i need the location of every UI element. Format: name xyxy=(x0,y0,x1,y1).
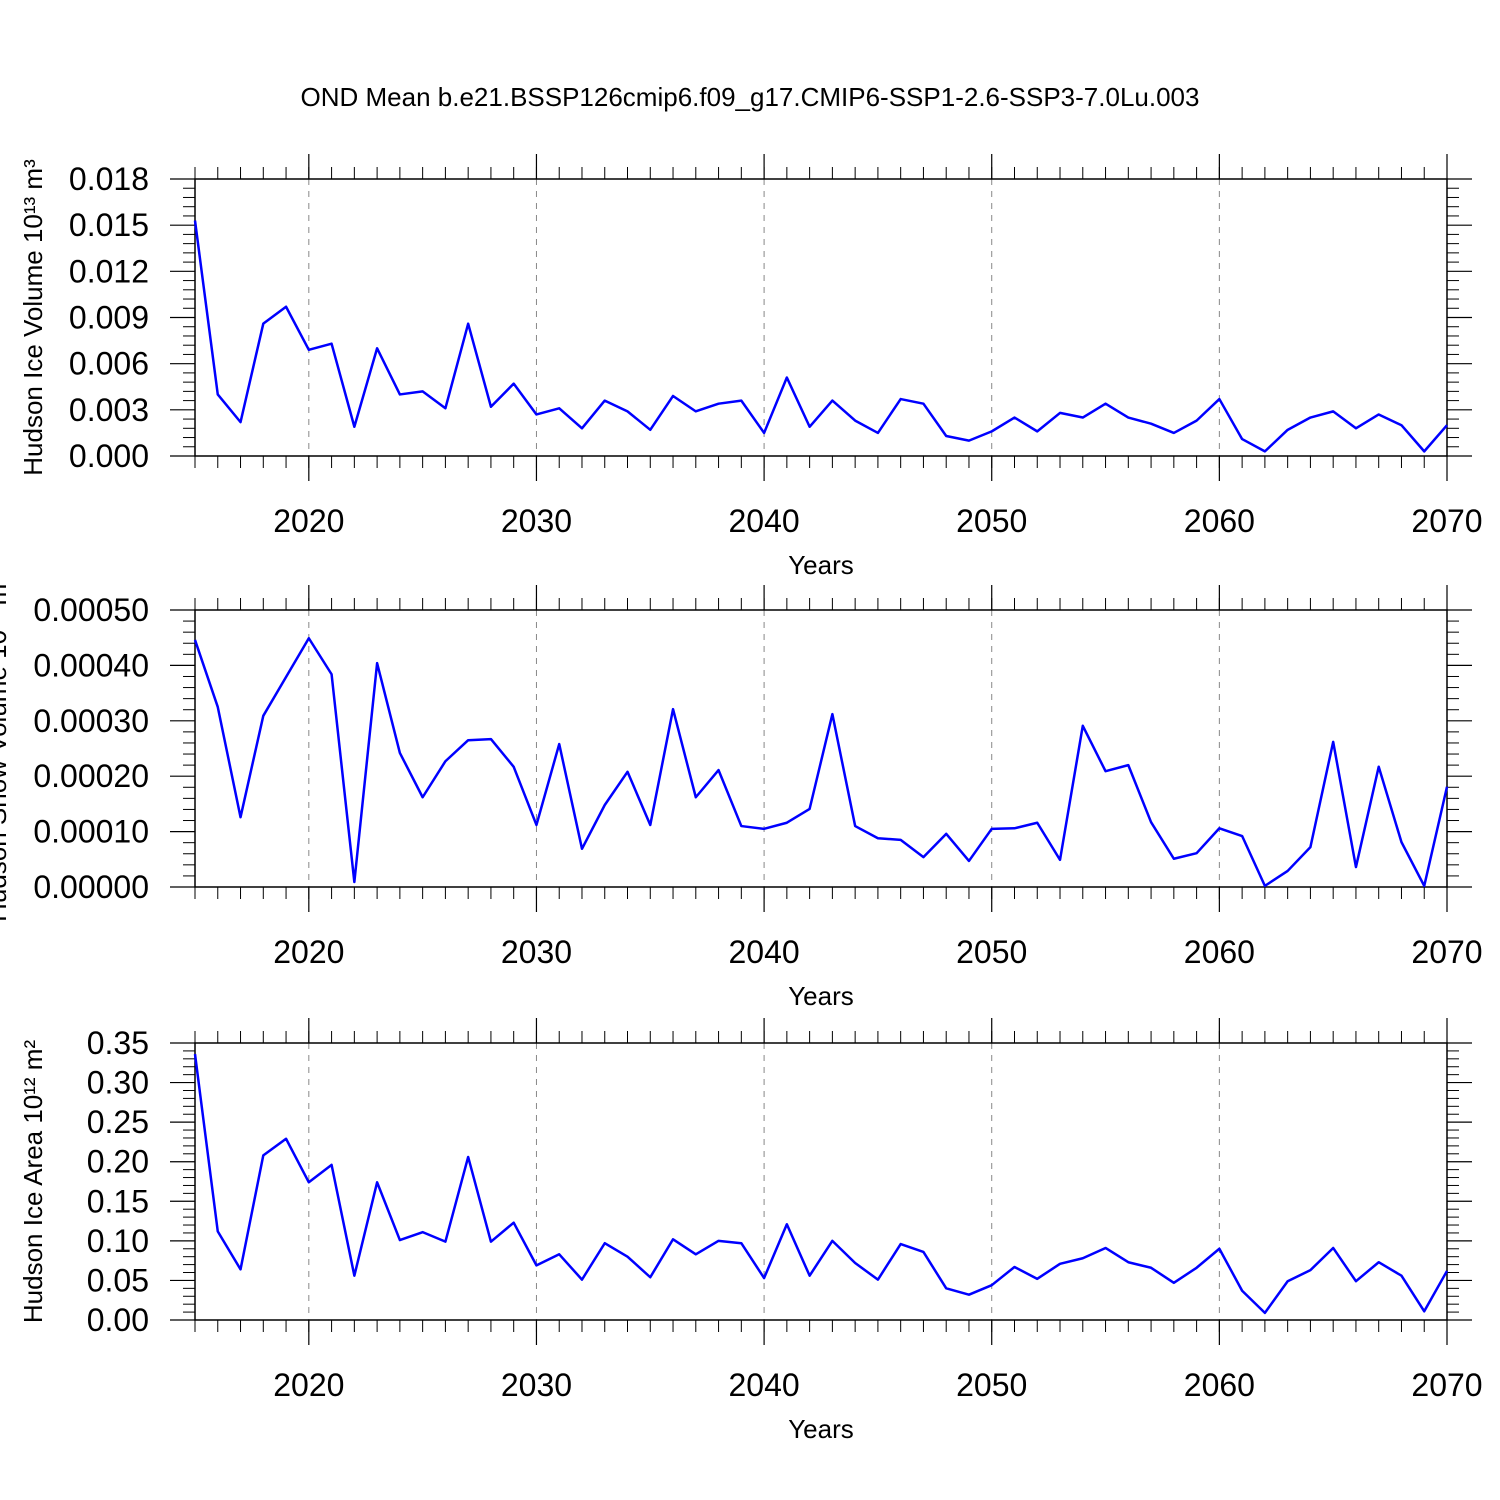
x-tick-label: 2050 xyxy=(956,503,1027,539)
x-tick-label: 2040 xyxy=(728,934,799,970)
x-tick-label: 2070 xyxy=(1411,1367,1482,1403)
y-tick-label: 0.05 xyxy=(87,1262,149,1298)
y-tick-label: 0.012 xyxy=(69,253,149,289)
y-tick-label: 0.00000 xyxy=(33,869,149,905)
x-tick-label: 2030 xyxy=(501,503,572,539)
y-tick-label: 0.00040 xyxy=(33,647,149,683)
x-tick-label: 2020 xyxy=(273,934,344,970)
x-tick-label: 2070 xyxy=(1411,503,1482,539)
x-tick-label: 2070 xyxy=(1411,934,1482,970)
y-tick-label: 0.000 xyxy=(69,438,149,474)
y-tick-label: 0.00020 xyxy=(33,758,149,794)
y-tick-label: 0.018 xyxy=(69,161,149,197)
plot-frame xyxy=(194,178,1448,457)
data-line xyxy=(193,637,1449,888)
y-tick-label: 0.25 xyxy=(87,1104,149,1140)
y-tick-label: 0.009 xyxy=(69,300,149,336)
y-tick-label: 0.10 xyxy=(87,1223,149,1259)
y-tick-label: 0.015 xyxy=(69,207,149,243)
x-tick-label: 2060 xyxy=(1184,1367,1255,1403)
plot-frame xyxy=(194,609,1448,888)
y-tick-label: 0.00050 xyxy=(33,592,149,628)
x-tick-label: 2040 xyxy=(728,503,799,539)
x-axis-label: Years xyxy=(788,981,854,1011)
y-tick-label: 0.35 xyxy=(87,1025,149,1061)
plot-frame xyxy=(194,1042,1448,1321)
chart-title: OND Mean b.e21.BSSP126cmip6.f09_g17.CMIP… xyxy=(301,82,1200,112)
y-axis-label: Hudson Ice Volume 10¹³ m³ xyxy=(18,159,48,476)
x-tick-label: 2030 xyxy=(501,1367,572,1403)
x-tick-label: 2060 xyxy=(1184,503,1255,539)
x-tick-label: 2030 xyxy=(501,934,572,970)
y-tick-label: 0.003 xyxy=(69,392,149,428)
x-axis-label: Years xyxy=(788,1414,854,1444)
data-line xyxy=(193,1053,1449,1315)
x-axis-label: Years xyxy=(788,550,854,580)
y-tick-label: 0.15 xyxy=(87,1183,149,1219)
x-tick-label: 2050 xyxy=(956,934,1027,970)
y-tick-label: 0.00030 xyxy=(33,703,149,739)
y-tick-label: 0.006 xyxy=(69,346,149,382)
y-axis-label: Hudson Ice Area 10¹² m² xyxy=(18,1040,48,1324)
x-tick-label: 2020 xyxy=(273,1367,344,1403)
y-tick-label: 0.00010 xyxy=(33,814,149,850)
y-tick-label: 0.00 xyxy=(87,1302,149,1338)
x-tick-label: 2060 xyxy=(1184,934,1255,970)
y-tick-label: 0.20 xyxy=(87,1144,149,1180)
y-axis-label: Hudson Snow Volume 10¹³ m³ xyxy=(0,575,12,922)
x-tick-label: 2020 xyxy=(273,503,344,539)
y-tick-label: 0.30 xyxy=(87,1065,149,1101)
x-tick-label: 2040 xyxy=(728,1367,799,1403)
data-line xyxy=(193,220,1448,453)
x-tick-label: 2050 xyxy=(956,1367,1027,1403)
